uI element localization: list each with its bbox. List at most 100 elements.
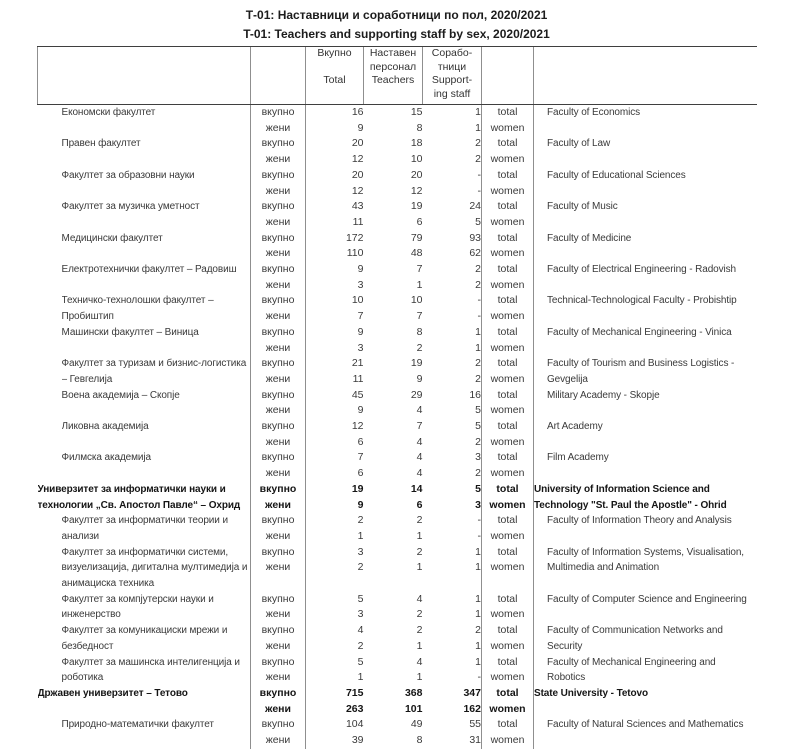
value-support: 2	[475, 624, 481, 637]
value-total: 9	[305, 262, 364, 278]
row-label-en: total	[481, 654, 534, 671]
row-label-mk: вкупно	[250, 419, 306, 435]
value-total: 715	[305, 686, 364, 702]
value-total	[305, 576, 364, 592]
institution-name-en: Faculty of Educational Sciences	[533, 167, 757, 200]
value-support: 2	[475, 153, 481, 166]
institution-name-mk: Правен факултет	[61, 138, 141, 150]
row-label-mk: вкупно	[250, 717, 306, 734]
row-label-mk	[250, 576, 306, 592]
header-col-rowlabel-en	[481, 46, 534, 105]
value-teachers: 4	[416, 592, 423, 605]
value-teachers	[364, 576, 423, 592]
header-col-name-en	[533, 46, 757, 105]
institution-name-en: Faculty of Communication Networks and Se…	[533, 623, 757, 655]
value-support: 347	[463, 687, 481, 699]
row-label-mk: жени	[250, 497, 306, 514]
institution-name-mk: Ликовна академија	[61, 421, 149, 433]
table-row: жени 6 4 2 women	[38, 466, 757, 482]
institution-name-mk: Воена академија – Скопје	[61, 389, 180, 401]
value-total: 9	[305, 403, 364, 420]
row-label-mk: жени	[250, 120, 306, 137]
table-row: Факултет за информатички теории и анализ…	[38, 513, 757, 545]
institution-name-en: Military Academy - Skopje	[533, 387, 757, 420]
value-total: 9	[305, 120, 364, 137]
institution-name-en: University of Information Science and Te…	[533, 481, 757, 514]
title-mk: Т-01: Наставници и соработници по пол, 2…	[245, 8, 548, 22]
value-teachers: 2	[416, 624, 423, 637]
table-row: Правен факултет вкупно 20 18 2 total Faculty o…	[38, 136, 757, 168]
institution-name-mk: Филмска академија	[61, 452, 152, 464]
row-label-mk: жени	[250, 434, 306, 451]
value-teachers: 9	[416, 372, 423, 385]
row-label-mk: вкупно	[250, 230, 306, 247]
value-teachers: 4	[416, 404, 423, 417]
table-row: жени 39 8 31 women	[38, 733, 757, 749]
row-label-mk: вкупно	[250, 262, 306, 278]
row-label-mk: жени	[250, 309, 306, 325]
statistics-table: Вкупно Total Наставен персонал Teachers …	[37, 46, 757, 749]
value-total: 43	[305, 199, 364, 215]
row-label-mk: вкупно	[250, 623, 306, 639]
row-label-mk: жени	[250, 246, 306, 263]
table-row: Економски факултет вкупно 16 15 1 total Facult…	[38, 104, 757, 137]
value-total: 16	[305, 104, 364, 121]
row-label-en: total	[481, 136, 534, 153]
row-label-mk: жени	[250, 670, 306, 686]
value-teachers: 14	[410, 482, 423, 495]
row-label-en: women	[481, 277, 534, 294]
value-support: 1	[475, 341, 481, 354]
value-total: 11	[305, 371, 364, 388]
row-label-mk: жени	[250, 701, 306, 718]
institution-name-mk: Економски факултет	[61, 107, 156, 118]
table-body: Економски факултет вкупно 16 15 1 total Facult…	[37, 104, 757, 749]
value-teachers: 20	[410, 168, 423, 181]
value-support: 1	[475, 545, 481, 558]
value-teachers: 7	[416, 420, 423, 433]
row-label-en: women	[481, 670, 534, 686]
row-label-en: women	[481, 340, 534, 357]
value-support: 3	[475, 451, 481, 464]
value-support: 1	[475, 121, 481, 134]
institution-name-mk: Факултет за компјутерски науки и инженер…	[61, 593, 214, 621]
row-label-en: women	[481, 733, 534, 749]
value-total: 7	[305, 309, 364, 325]
row-label-en: women	[481, 466, 534, 482]
value-total: 2	[305, 560, 364, 577]
row-label-en: total	[481, 513, 534, 529]
value-total: 12	[305, 183, 364, 200]
header-col-name-mk	[37, 46, 251, 105]
institution-name-en: Faculty of Electrical Engineering - Rado…	[533, 262, 757, 294]
value-teachers: 7	[416, 310, 423, 323]
value-teachers: 79	[410, 231, 423, 244]
institution-name-mk: Универзитет за информатички науки и техн…	[37, 483, 241, 511]
table-row: Електротехнички факултет – Радовиш вкупно…	[38, 262, 757, 294]
institution-name-en: Technical-Technological Faculty - Probis…	[533, 293, 757, 325]
value-support: 3	[475, 498, 481, 511]
row-label-mk: жени	[250, 277, 306, 294]
table-row: жени 263 101 162 women	[38, 701, 757, 718]
value-teachers: 101	[404, 702, 423, 715]
row-label-mk: жени	[250, 183, 306, 200]
institution-name-mk: Факултет за туризам и бизнис-логистика –…	[61, 358, 247, 385]
row-label-en: women	[481, 403, 534, 420]
table-row: Медицински факултет вкупно 172 79 93 total Fac…	[38, 230, 757, 263]
value-support: 5	[475, 404, 481, 417]
row-label-mk: вкупно	[250, 591, 306, 608]
institution-name-en: State University - Tetovo	[533, 686, 757, 718]
table-row: Факултет за комуникациски мрежи и безбед…	[38, 623, 757, 655]
table-row: Факултет за туризам и бизнис-логистика –…	[38, 356, 757, 388]
table-row: Природно-математички факултет вкупно 104 49…	[38, 717, 757, 749]
value-teachers: 368	[404, 687, 423, 699]
value-teachers: 2	[416, 608, 423, 621]
value-teachers: 8	[416, 734, 423, 747]
value-support: 2	[475, 278, 481, 291]
value-teachers: 6	[416, 215, 423, 228]
row-label-en: total	[481, 324, 534, 341]
value-total: 3	[305, 277, 364, 294]
row-label-en: women	[481, 309, 534, 325]
value-total: 39	[305, 733, 364, 749]
value-total: 7	[305, 450, 364, 467]
institution-name-en: Faculty of Medicine	[533, 230, 757, 263]
value-support: 5	[475, 420, 481, 433]
